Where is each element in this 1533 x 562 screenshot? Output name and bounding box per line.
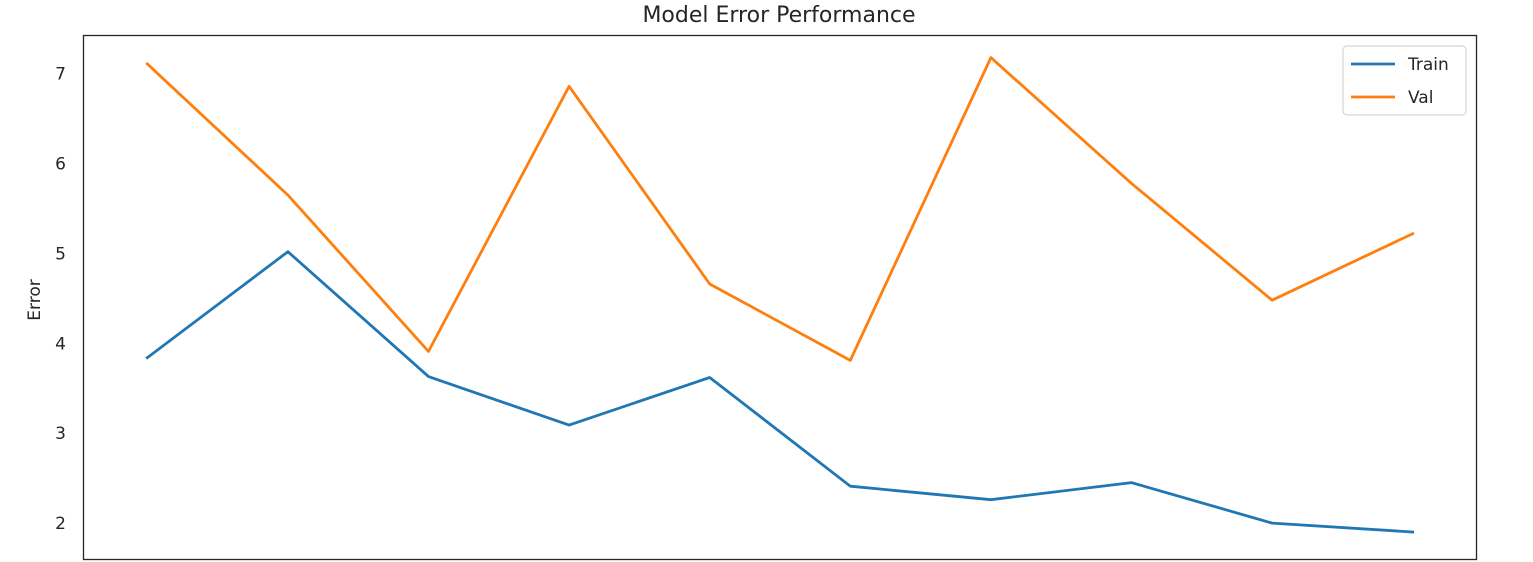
y-tick-label: 2 [55, 514, 66, 534]
y-tick-label: 4 [55, 334, 66, 354]
series-line-train [145, 250, 1415, 534]
legend-label-val: Val [1408, 88, 1433, 108]
y-axis-label: Error [25, 279, 45, 320]
legend: Train Val [1342, 45, 1467, 116]
y-tick-label: 5 [55, 244, 66, 264]
y-tick-label: 7 [55, 65, 66, 85]
legend-label-train: Train [1407, 55, 1449, 75]
series-line-val [145, 56, 1415, 362]
chart-title: Model Error Performance [642, 3, 915, 28]
plot-frame [82, 34, 1478, 561]
y-tick-label: 3 [55, 424, 66, 444]
plot-area [145, 56, 1415, 534]
y-tick-label: 6 [55, 155, 66, 175]
